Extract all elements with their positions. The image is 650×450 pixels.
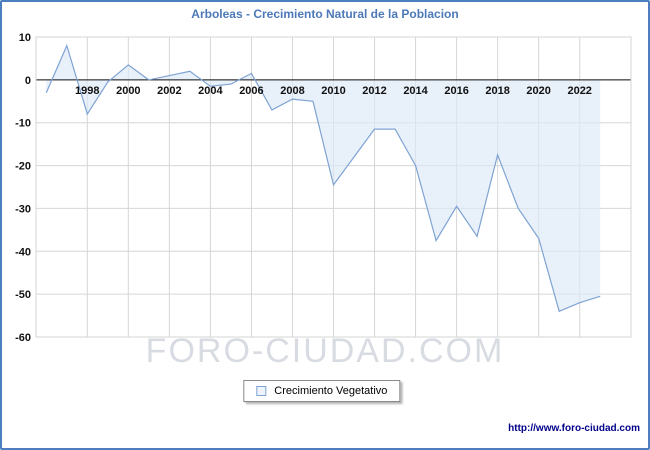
x-tick-label: 2020 — [526, 85, 550, 97]
axis-tick-labels: -60 -50 -40 -30 -20 -10 0 10 1998 2000 2002 2004 200… — [15, 32, 592, 344]
x-tick-label: 2022 — [567, 85, 591, 97]
plot-border — [35, 36, 632, 338]
x-tick-label: 2018 — [485, 85, 509, 97]
x-tick-label: 2008 — [280, 85, 304, 97]
y-tick-label: 0 — [25, 75, 31, 87]
line-series — [45, 43, 601, 313]
x-tick-label: 1998 — [75, 85, 99, 97]
y-tick-label: -50 — [15, 289, 31, 301]
x-tick-label: 2014 — [403, 85, 428, 97]
legend-marker-icon — [256, 386, 267, 396]
watermark: FORO-CIUDAD.COM — [145, 332, 505, 370]
legend-label: Crecimiento Vegetativo — [274, 385, 388, 397]
x-tick-label: 2000 — [116, 85, 140, 97]
y-tick-label: -40 — [15, 246, 31, 258]
y-tick-label: -10 — [15, 118, 31, 130]
page-title: Arboleas - Crecimiento Natural de la Pob… — [191, 7, 459, 21]
x-tick-label: 2004 — [198, 85, 223, 97]
x-tick-label: 2010 — [321, 85, 345, 97]
y-tick-label: -60 — [15, 332, 31, 344]
y-tick-label: -20 — [15, 161, 31, 173]
x-tick-label: 2002 — [157, 85, 181, 97]
y-tick-label: 10 — [19, 32, 31, 44]
x-tick-label: 2006 — [239, 85, 263, 97]
x-tick-label: 2016 — [444, 85, 468, 97]
x-tick-label: 2012 — [362, 85, 386, 97]
area-series — [46, 45, 601, 312]
site-url-link[interactable]: http://www.foro-ciudad.com — [508, 423, 640, 434]
legend: Crecimiento Vegetativo — [243, 380, 401, 402]
y-tick-label: -30 — [15, 203, 31, 215]
